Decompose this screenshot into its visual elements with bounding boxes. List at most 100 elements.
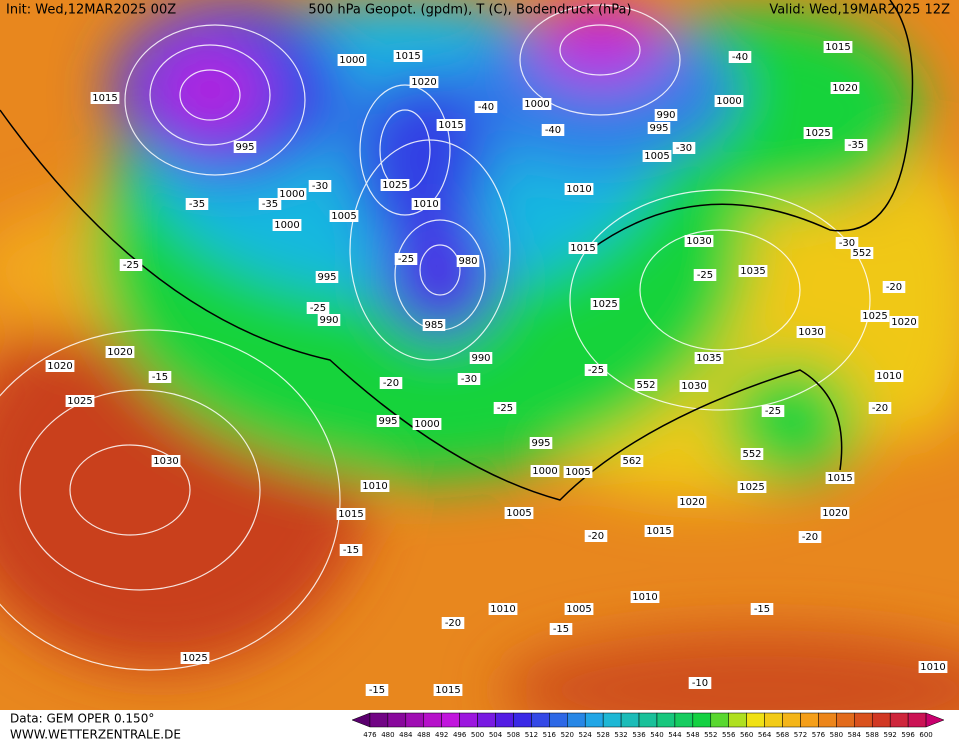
colorbar-label: 536: [632, 731, 646, 739]
pressure-label-box: [376, 415, 400, 427]
pressure-label: 980: [458, 256, 477, 267]
temperature-label: -40: [478, 102, 494, 113]
height-label-box: [740, 448, 764, 460]
pressure-label-box: [433, 684, 463, 696]
pressure-label-box: [380, 179, 410, 191]
colorbar-swatch: [638, 712, 658, 728]
colorbar-swatch: [549, 712, 568, 728]
colorbar-label: 576: [812, 731, 826, 739]
colorbar-label: 600: [919, 731, 932, 739]
pressure-label-box: [337, 54, 367, 66]
pressure-label: 1010: [876, 371, 901, 382]
pressure-label-box: [679, 380, 709, 392]
temperature-label: -15: [553, 624, 569, 635]
pressure-label: 995: [235, 142, 254, 153]
temperature-label-box: [119, 259, 143, 271]
colorbar-label: 548: [686, 731, 699, 739]
colorbar-label: 528: [596, 731, 609, 739]
pressure-label: 990: [656, 110, 675, 121]
colorbar-label: 516: [543, 731, 557, 739]
colorbar-label: 504: [489, 731, 503, 739]
pressure-label: 990: [471, 353, 490, 364]
pressure-label: 1025: [862, 311, 887, 322]
pressure-label: 1005: [644, 151, 669, 162]
colorbar-swatch: [889, 712, 909, 728]
temperature-label: -35: [848, 140, 864, 151]
temperature-label-box: [457, 373, 481, 385]
pressure-label: 1015: [435, 685, 460, 696]
temperature-label-box: [339, 544, 363, 556]
pressure-label: 1030: [686, 236, 711, 247]
pressure-label: 1005: [565, 467, 590, 478]
pressure-label-box: [409, 76, 439, 88]
temperature-label: -15: [754, 604, 770, 615]
pressure-label: 1010: [413, 199, 438, 210]
colorbar-swatch: [746, 712, 765, 728]
colorbar-swatch: [836, 712, 855, 728]
colorbar-label: 580: [830, 731, 843, 739]
pressure-label-box: [714, 95, 744, 107]
temperature-label-box: [185, 198, 209, 210]
pressure-label-box: [564, 603, 594, 615]
temperature-label-box: [882, 281, 906, 293]
pressure-label-box: [277, 188, 307, 200]
colorbar-label: 556: [722, 731, 736, 739]
colorbar-label: 520: [561, 731, 574, 739]
pressure-label: 1015: [438, 120, 463, 131]
temperature-label: -25: [765, 406, 781, 417]
colorbar-label: 584: [848, 731, 862, 739]
temperature-label: -15: [152, 372, 168, 383]
colorbar-swatch: [907, 712, 927, 728]
temperature-label: -20: [802, 532, 818, 543]
colorbar-label: 596: [901, 731, 915, 739]
temperature-label-box: [750, 603, 774, 615]
pressure-label-box: [411, 198, 441, 210]
height-label-box: [634, 379, 658, 391]
colorbar-label: 592: [883, 731, 896, 739]
colorbar-swatch: [369, 712, 389, 728]
temperature-label: -25: [588, 365, 604, 376]
colorbar-swatch: [405, 712, 425, 728]
pressure-label: 1015: [570, 243, 595, 254]
colorbar-swatch: [513, 712, 532, 728]
temperature-label: -15: [343, 545, 359, 556]
pressure-label-box: [737, 481, 767, 493]
colorbar-swatch: [656, 712, 676, 728]
pressure-label-box: [422, 319, 446, 331]
temperature-label: -20: [588, 531, 604, 542]
pressure-label-box: [684, 235, 714, 247]
pressure-label-box: [694, 352, 724, 364]
pressure-label: 995: [317, 272, 336, 283]
temperature-label-box: [584, 530, 608, 542]
pressure-label: 1010: [490, 604, 515, 615]
temperature-label: -25: [123, 260, 139, 271]
colorbar-swatch: [620, 712, 640, 728]
colorbar-label: 488: [417, 731, 430, 739]
colorbar-swatch: [710, 712, 729, 728]
temperature-label-box: [688, 677, 712, 689]
pressure-label: 985: [424, 320, 443, 331]
colorbar-swatch: [459, 712, 478, 728]
temperature-label-box: [868, 402, 892, 414]
pressure-label-box: [233, 141, 257, 153]
pressure-label-box: [529, 437, 553, 449]
temperature-label-box: [549, 623, 573, 635]
pressure-label-box: [590, 298, 620, 310]
pressure-label-box: [796, 326, 826, 338]
pressure-label-box: [469, 352, 493, 364]
temperature-label: -20: [872, 403, 888, 414]
temperature-label: -40: [545, 125, 561, 136]
temperature-label-box: [672, 142, 696, 154]
colorbar-swatch: [782, 712, 801, 728]
colorbar-swatch: [423, 712, 442, 728]
data-source: Data: GEM OPER 0.150°: [10, 712, 154, 726]
colorbar-label: 540: [650, 731, 663, 739]
pressure-label-box: [105, 346, 135, 358]
pressure-label: 1020: [891, 317, 916, 328]
pressure-label-box: [315, 271, 339, 283]
pressure-label: 1005: [331, 211, 356, 222]
temperature-label: -30: [312, 181, 328, 192]
pressure-label-box: [504, 507, 534, 519]
pressure-label-box: [654, 109, 678, 121]
